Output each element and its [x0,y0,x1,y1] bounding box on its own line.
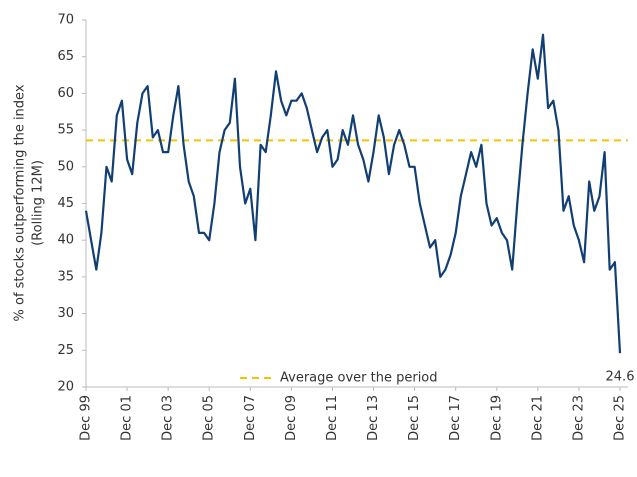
y-tick-label: 35 [57,269,74,284]
y-tick-label: 25 [57,343,74,358]
x-tick-label: Dec 07 [243,395,258,441]
y-tick-label: 55 [57,123,74,138]
x-tick-label: Dec 09 [284,395,299,441]
y-tick-label: 60 [57,86,74,101]
x-tick-label: Dec 17 [448,395,463,441]
y-axis-label: % of stocks outperforming the index [13,84,28,321]
x-tick-label: Dec 11 [325,395,340,441]
y-tick-label: 70 [57,13,74,28]
x-tick-label: Dec 25 [613,395,628,441]
y-tick-label: 50 [57,159,74,174]
data-line [84,33,622,354]
x-tick-label: Dec 19 [489,395,504,441]
x-tick-label: Dec 13 [366,395,381,441]
y-tick-label: 65 [57,49,74,64]
x-tick-label: Dec 15 [407,395,422,441]
x-tick-label: Dec 99 [79,395,94,441]
y-tick-label: 45 [57,196,74,211]
y-tick-label: 30 [57,306,74,321]
y-tick-label: 20 [57,380,74,395]
x-tick-label: Dec 01 [120,395,135,441]
x-tick-label: Dec 05 [202,395,217,441]
x-tick-label: Dec 21 [530,395,545,441]
x-tick-label: Dec 03 [161,395,176,441]
y-tick-label: 40 [57,233,74,248]
y-axis-label: (Rolling 12M) [31,160,46,246]
legend-label: Average over the period [280,371,438,386]
x-tick-label: Dec 23 [571,395,586,441]
end-value-label: 24.6 [606,370,635,385]
